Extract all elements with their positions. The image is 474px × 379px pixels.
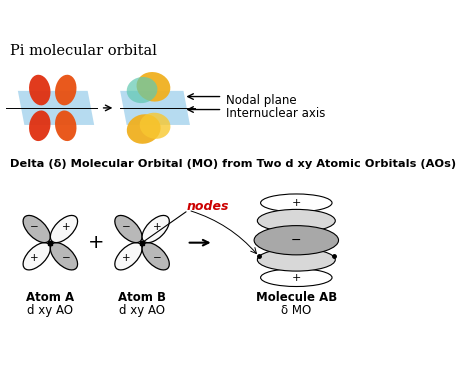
Ellipse shape <box>261 269 332 287</box>
Ellipse shape <box>127 114 161 144</box>
Text: Atom A: Atom A <box>26 291 74 304</box>
Text: −: − <box>30 222 39 232</box>
Text: −: − <box>62 253 70 263</box>
Polygon shape <box>18 91 94 125</box>
Text: +: + <box>122 253 131 263</box>
Text: +: + <box>62 222 70 232</box>
Ellipse shape <box>261 194 332 212</box>
Ellipse shape <box>257 248 335 271</box>
Text: nodes: nodes <box>187 200 229 213</box>
Ellipse shape <box>257 209 335 232</box>
Text: Internuclear axis: Internuclear axis <box>226 107 325 120</box>
Text: Pi molecular orbital: Pi molecular orbital <box>10 44 156 58</box>
Ellipse shape <box>254 226 338 255</box>
Ellipse shape <box>50 243 78 270</box>
Text: d xy AO: d xy AO <box>27 304 73 316</box>
Text: −: − <box>122 222 131 232</box>
Ellipse shape <box>23 215 50 243</box>
Text: δ MO: δ MO <box>281 304 311 316</box>
Ellipse shape <box>55 110 76 141</box>
Ellipse shape <box>55 75 76 105</box>
Text: +: + <box>292 273 301 283</box>
Ellipse shape <box>29 110 51 141</box>
Text: Delta (δ) Molecular Orbital (MO) from Two d xy Atomic Orbitals (AOs): Delta (δ) Molecular Orbital (MO) from Tw… <box>10 159 456 169</box>
Text: −: − <box>153 253 162 263</box>
Ellipse shape <box>115 215 142 243</box>
Ellipse shape <box>23 243 50 270</box>
Ellipse shape <box>140 113 171 139</box>
Ellipse shape <box>127 77 157 103</box>
Text: Molecule AB: Molecule AB <box>255 291 337 304</box>
Ellipse shape <box>29 75 51 105</box>
Polygon shape <box>120 91 190 125</box>
Ellipse shape <box>50 215 78 243</box>
Text: Nodal plane: Nodal plane <box>226 94 296 107</box>
Text: +: + <box>30 253 39 263</box>
Text: +: + <box>292 198 301 208</box>
Text: Atom B: Atom B <box>118 291 166 304</box>
Ellipse shape <box>142 215 169 243</box>
Text: +: + <box>154 222 162 232</box>
Ellipse shape <box>137 72 170 102</box>
Text: −: − <box>291 234 301 247</box>
Text: d xy AO: d xy AO <box>119 304 165 316</box>
Text: +: + <box>88 233 104 252</box>
Ellipse shape <box>115 243 142 270</box>
Ellipse shape <box>142 243 169 270</box>
